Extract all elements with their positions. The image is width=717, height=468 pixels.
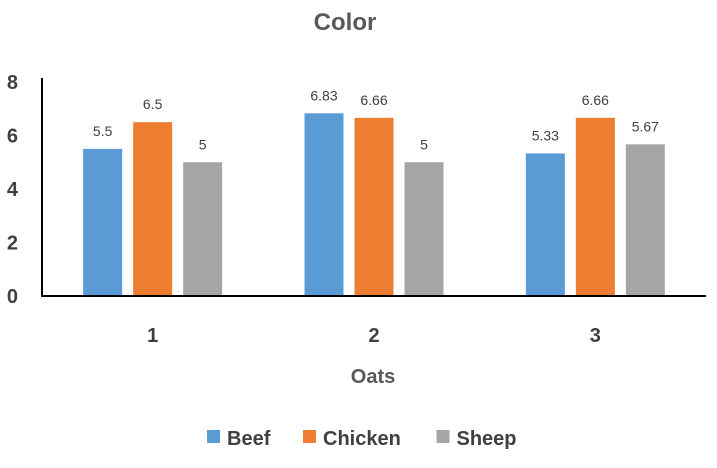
data-labels: 5.5 6.5 5 6.83 6.66 5 5.33 6.66 5.67 (93, 87, 659, 152)
y-tick-label: 0 (7, 286, 18, 308)
data-label: 6.66 (360, 92, 387, 108)
bar-chicken-2 (354, 117, 394, 296)
data-label: 6.5 (143, 96, 163, 112)
legend: Beef Chicken Sheep (207, 428, 517, 450)
x-tick-label: 1 (147, 325, 158, 347)
x-axis-ticks: 1 2 3 (147, 325, 601, 347)
y-tick-label: 6 (7, 126, 18, 148)
bar-beef-3 (525, 153, 565, 296)
data-label: 6.83 (310, 87, 337, 103)
x-axis-title: Oats (351, 366, 395, 388)
legend-swatch-sheep (436, 430, 450, 443)
bar-sheep-2 (404, 162, 444, 296)
legend-label-sheep: Sheep (457, 428, 517, 450)
x-tick-label: 3 (590, 325, 601, 347)
bar-chicken-1 (133, 122, 173, 296)
legend-label-beef: Beef (227, 428, 271, 450)
data-label: 5.67 (632, 118, 659, 134)
bar-sheep-1 (183, 162, 223, 296)
bar-beef-1 (83, 148, 123, 296)
bar-sheep-3 (625, 144, 665, 296)
bar-beef-2 (304, 113, 344, 296)
legend-label-chicken: Chicken (323, 428, 401, 450)
chart-title: Color (314, 9, 377, 36)
y-axis-ticks: 0 2 4 6 8 (7, 72, 19, 308)
data-label: 5 (199, 136, 207, 152)
y-tick-label: 2 (7, 233, 18, 255)
y-tick-label: 4 (7, 179, 19, 201)
x-tick-label: 2 (368, 325, 379, 347)
legend-swatch-beef (207, 430, 220, 443)
bars (83, 113, 665, 296)
data-label: 5.5 (93, 123, 113, 139)
data-label: 6.66 (582, 92, 609, 108)
data-label: 5 (420, 136, 428, 152)
bar-chicken-3 (575, 117, 615, 296)
legend-swatch-chicken (303, 430, 316, 443)
data-label: 5.33 (532, 127, 559, 143)
y-tick-label: 8 (7, 72, 18, 94)
